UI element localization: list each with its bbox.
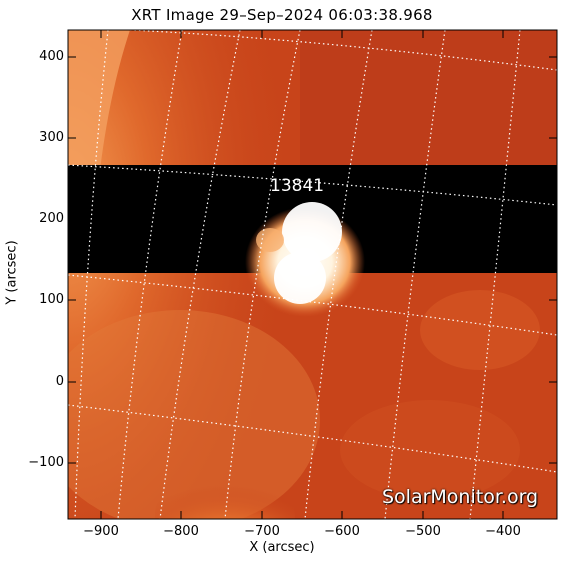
x-tick-label: −700 xyxy=(244,524,280,539)
xrt-image xyxy=(68,30,557,519)
y-tick-label: 0 xyxy=(55,374,64,389)
y-tick-label: 200 xyxy=(39,211,64,226)
x-tick-marks xyxy=(100,30,504,519)
y-tick-label: 400 xyxy=(39,49,64,64)
image-title: XRT Image 29–Sep–2024 06:03:38.968 xyxy=(131,6,433,24)
active-region-label: 13841 xyxy=(270,176,325,196)
y-tick-marks xyxy=(68,56,557,464)
y-axis-label: Y (arcsec) xyxy=(4,240,20,305)
heliographic-grid xyxy=(68,30,557,519)
watermark: SolarMonitor.org xyxy=(382,486,539,508)
x-tick-label: −400 xyxy=(485,524,521,539)
y-tick-label: −100 xyxy=(28,455,64,470)
x-tick-label: −900 xyxy=(83,524,119,539)
x-tick-label: −600 xyxy=(324,524,360,539)
x-tick-label: −800 xyxy=(163,524,199,539)
x-tick-label: −500 xyxy=(405,524,441,539)
plot-frame xyxy=(67,29,558,520)
y-tick-label: 300 xyxy=(39,130,64,145)
x-axis-label: X (arcsec) xyxy=(249,540,315,555)
y-tick-label: 100 xyxy=(39,292,64,307)
